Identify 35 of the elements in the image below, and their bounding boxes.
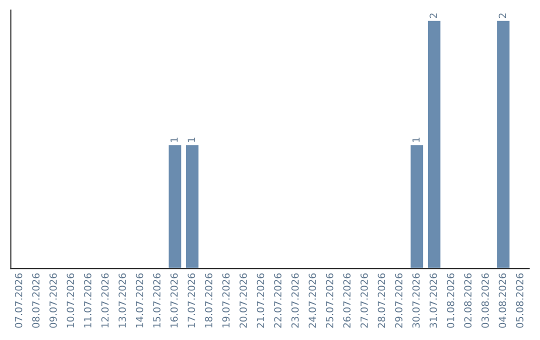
x-tick-label: 07.07.2026 [14,273,22,328]
x-tick-label: 26.07.2026 [343,273,351,328]
x-tick-label: 23.07.2026 [291,273,299,328]
x-tick-label: 29.07.2026 [395,273,402,328]
x-tick-label: 24.07.2026 [308,273,316,328]
x-tick-label: 13.07.2026 [118,273,126,328]
data-label: 1 [188,138,195,142]
x-tick-label: 09.07.2026 [49,273,57,328]
x-tick-label: 19.07.2026 [222,273,230,328]
x-tick-label: 15.07.2026 [153,273,160,328]
x-tick-label: 14.07.2026 [136,273,144,328]
x-tick-label: 30.07.2026 [412,273,420,328]
x-tick-label: 02.08.2026 [464,273,472,328]
x-tick-label: 27.07.2026 [360,273,368,328]
x-tick-label: 03.08.2026 [481,273,489,328]
x-tick-label: 11.07.2026 [84,273,92,328]
x-tick-label: 05.08.2026 [516,273,524,328]
x-tick-label: 31.07.2026 [430,273,437,328]
data-label: 1 [412,138,420,142]
x-tick-label: 01.08.2026 [446,273,454,328]
x-tick-label: 10.07.2026 [66,273,74,328]
x-tick-label: 25.07.2026 [326,273,334,328]
x-tick-label: 22.07.2026 [274,273,282,328]
x-tick-label: 08.07.2026 [32,273,40,328]
x-tick-label: 04.08.2026 [498,273,506,328]
data-label: 2 [498,14,506,18]
x-tick-label: 20.07.2026 [240,273,247,328]
x-tick-label: 16.07.2026 [170,273,178,328]
x-tick-label: 17.07.2026 [188,273,196,328]
x-tick-label: 12.07.2026 [101,273,109,328]
x-tick-label: 18.07.2026 [204,273,212,328]
x-tick-label: 28.07.2026 [378,273,386,328]
data-label: 2 [430,14,437,18]
x-tick-label: 21.07.2026 [256,273,264,328]
data-label: 1 [170,138,178,142]
